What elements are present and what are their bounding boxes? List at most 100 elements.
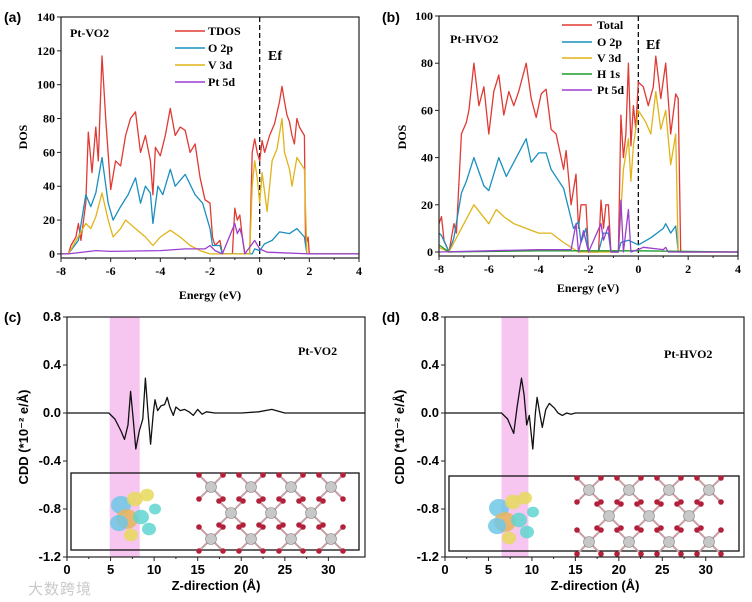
x-axis-title: Energy (eV) [179,288,241,302]
y-axis-title: CDD (*10⁻² e/Å) [16,390,31,485]
plot-frame [66,316,366,558]
sample-label: Pt-VO2 [298,344,337,358]
vanadium-atom [703,536,715,548]
oxygen-atom [316,548,322,554]
series-line-total [438,55,738,253]
x-tick-label: -6 [484,262,494,276]
charge-density-isosurface [527,506,539,518]
x-tick-label: 0 [635,262,641,276]
oxygen-atom [678,551,684,557]
x-tick-label: -4 [534,262,544,276]
inset-frame [70,472,360,551]
charge-density-isosurface [110,514,128,532]
y-tick-label: 140 [37,10,55,24]
y-tick-label: 100 [37,78,55,92]
series-line-pt-5d [61,222,359,255]
plot-frame [438,15,739,257]
fermi-level-label: Ef [268,49,282,64]
y-tick-label: 60 [43,145,55,159]
vanadium-atom [663,484,675,496]
oxygen-atom [638,475,644,481]
watermark: 大数跨境 [28,580,93,598]
oxygen-atom [678,527,684,533]
vanadium-atom [623,484,635,496]
y-tick-label: 120 [37,44,55,58]
charge-density-isosurface [502,531,516,545]
legend-label: V 3d [208,58,232,72]
oxygen-atom [618,501,624,507]
vanadium-atom [703,484,715,496]
legend-label: Total [597,18,624,32]
y-tick-label: 100 [415,9,433,23]
oxygen-atom [300,548,306,554]
vanadium-atom [583,536,595,548]
oxygen-atom [296,498,302,504]
oxygen-atom [276,472,282,478]
legend-label: O 2p [208,41,233,55]
x-tick-label: 20 [234,562,248,577]
oxygen-atom [340,524,346,530]
legend-label: Pt 5d [597,83,624,97]
oxygen-atom [340,496,346,502]
legend-label: H 1s [597,67,620,81]
charge-density-isosurface [140,488,154,502]
vanadium-atom [583,484,595,496]
x-tick-label: -2 [205,264,215,278]
x-tick-label: 10 [147,562,161,577]
y-axis-title: DOS [16,124,30,149]
chart-panel-c: 0 5 10 15 20 25 30 0.8 0.4 0.0 -0.4 -0.8 -1.2 (c) Pt-V… [4,309,366,593]
oxygen-atom [216,498,222,504]
oxygen-atom [340,548,346,554]
y-tick-label: 0.8 [421,309,439,324]
oxygen-atom [280,498,286,504]
inset-frame [448,475,740,552]
oxygen-atom [574,551,580,557]
y-tick-label: -0.4 [39,453,62,468]
oxygen-atom [638,527,644,533]
panel-label: (c) [4,309,21,325]
oxygen-atom [718,527,724,533]
oxygen-atom [196,496,202,502]
oxygen-atom [340,472,346,478]
y-tick-label: -1.2 [39,549,61,564]
series-line-cdd [445,377,744,450]
series-line-o-2p [61,156,359,255]
oxygen-atom [694,475,700,481]
vanadium-atom [305,507,317,519]
oxygen-atom [260,472,266,478]
vanadium-atom [285,481,297,493]
oxygen-atom [316,472,322,478]
oxygen-atom [594,501,600,507]
plot-frame [60,16,360,259]
charge-density-isosurface [142,522,156,536]
oxygen-atom [718,499,724,505]
oxygen-atom [654,475,660,481]
oxygen-atom [220,472,226,478]
vanadium-atom [643,510,655,522]
oxygen-atom [196,524,202,530]
y-tick-label: 0.0 [421,405,439,420]
y-axis-title: DOS [395,124,409,149]
oxygen-atom [598,475,604,481]
y-tick-label: -0.8 [39,501,61,516]
vanadium-atom [663,536,675,548]
y-tick-label: -0.4 [417,453,440,468]
oxygen-atom [614,475,620,481]
series-line-cdd [67,377,365,450]
x-tick-label: 4 [356,264,362,278]
x-tick-label: -8 [434,262,444,276]
vanadium-atom [245,481,257,493]
charge-density-isosurface [133,509,149,525]
oxygen-atom [718,475,724,481]
x-tick-label: 4 [735,262,741,276]
y-tick-label: 80 [43,112,55,126]
oxygen-atom [236,472,242,478]
vanadium-atom [205,533,217,545]
crystal-structure-inset [448,475,740,557]
x-tick-label: 30 [699,562,713,577]
oxygen-atom [574,527,580,533]
x-tick-label: 5 [485,562,492,577]
x-tick-label: -6 [106,264,116,278]
